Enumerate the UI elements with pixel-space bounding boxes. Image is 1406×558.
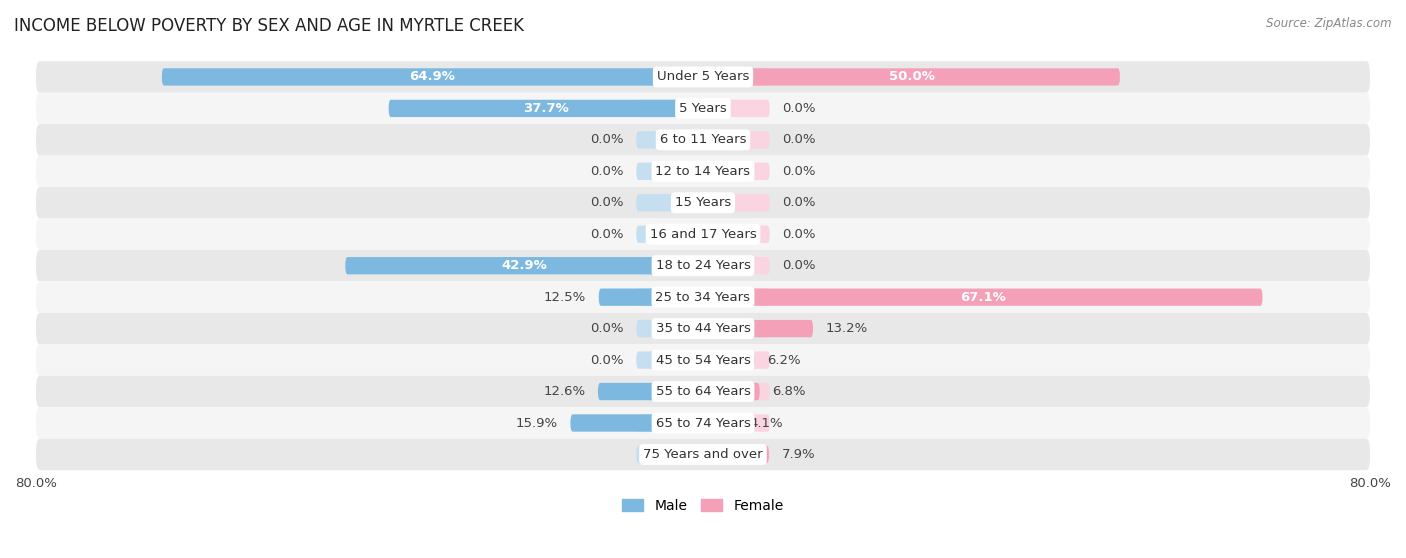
- Text: Source: ZipAtlas.com: Source: ZipAtlas.com: [1267, 17, 1392, 30]
- FancyBboxPatch shape: [37, 187, 1369, 219]
- FancyBboxPatch shape: [346, 257, 703, 275]
- FancyBboxPatch shape: [703, 257, 769, 275]
- FancyBboxPatch shape: [37, 313, 1369, 344]
- FancyBboxPatch shape: [695, 446, 703, 463]
- Text: 0.0%: 0.0%: [782, 228, 815, 240]
- FancyBboxPatch shape: [37, 124, 1369, 156]
- Text: 50.0%: 50.0%: [889, 70, 935, 84]
- Text: 0.0%: 0.0%: [591, 196, 624, 209]
- FancyBboxPatch shape: [37, 439, 1369, 470]
- Text: 0.0%: 0.0%: [591, 228, 624, 240]
- Text: 12.6%: 12.6%: [543, 385, 585, 398]
- FancyBboxPatch shape: [637, 446, 703, 463]
- Text: 16 and 17 Years: 16 and 17 Years: [650, 228, 756, 240]
- FancyBboxPatch shape: [703, 194, 769, 211]
- FancyBboxPatch shape: [637, 383, 703, 400]
- FancyBboxPatch shape: [637, 68, 703, 85]
- Text: 0.0%: 0.0%: [591, 322, 624, 335]
- Text: 15.9%: 15.9%: [516, 416, 558, 430]
- Text: 67.1%: 67.1%: [960, 291, 1005, 304]
- FancyBboxPatch shape: [637, 320, 703, 337]
- Text: 0.0%: 0.0%: [591, 165, 624, 178]
- FancyBboxPatch shape: [637, 194, 703, 211]
- FancyBboxPatch shape: [37, 219, 1369, 250]
- FancyBboxPatch shape: [599, 288, 703, 306]
- Text: 37.7%: 37.7%: [523, 102, 568, 115]
- FancyBboxPatch shape: [637, 415, 703, 432]
- FancyBboxPatch shape: [703, 320, 769, 337]
- FancyBboxPatch shape: [703, 383, 769, 400]
- Text: 0.0%: 0.0%: [591, 133, 624, 146]
- Text: 0.0%: 0.0%: [782, 165, 815, 178]
- Text: 6.8%: 6.8%: [772, 385, 806, 398]
- FancyBboxPatch shape: [37, 93, 1369, 124]
- Text: 25 to 34 Years: 25 to 34 Years: [655, 291, 751, 304]
- Text: 1.0%: 1.0%: [648, 448, 682, 461]
- FancyBboxPatch shape: [37, 407, 1369, 439]
- FancyBboxPatch shape: [598, 383, 703, 400]
- Text: INCOME BELOW POVERTY BY SEX AND AGE IN MYRTLE CREEK: INCOME BELOW POVERTY BY SEX AND AGE IN M…: [14, 17, 524, 35]
- Text: 35 to 44 Years: 35 to 44 Years: [655, 322, 751, 335]
- FancyBboxPatch shape: [637, 163, 703, 180]
- Text: 7.9%: 7.9%: [782, 448, 815, 461]
- FancyBboxPatch shape: [37, 281, 1369, 313]
- FancyBboxPatch shape: [37, 156, 1369, 187]
- FancyBboxPatch shape: [637, 225, 703, 243]
- FancyBboxPatch shape: [703, 163, 769, 180]
- FancyBboxPatch shape: [37, 376, 1369, 407]
- Text: 6.2%: 6.2%: [768, 354, 801, 367]
- FancyBboxPatch shape: [571, 415, 703, 432]
- FancyBboxPatch shape: [703, 68, 1121, 85]
- Text: 18 to 24 Years: 18 to 24 Years: [655, 259, 751, 272]
- FancyBboxPatch shape: [703, 383, 759, 400]
- FancyBboxPatch shape: [703, 352, 769, 369]
- Text: 15 Years: 15 Years: [675, 196, 731, 209]
- FancyBboxPatch shape: [637, 131, 703, 148]
- Text: 5 Years: 5 Years: [679, 102, 727, 115]
- FancyBboxPatch shape: [637, 288, 703, 306]
- FancyBboxPatch shape: [162, 68, 703, 85]
- Text: 0.0%: 0.0%: [782, 259, 815, 272]
- FancyBboxPatch shape: [703, 288, 1263, 306]
- FancyBboxPatch shape: [637, 352, 703, 369]
- Text: 4.1%: 4.1%: [749, 416, 783, 430]
- FancyBboxPatch shape: [703, 320, 813, 337]
- Text: 0.0%: 0.0%: [782, 133, 815, 146]
- FancyBboxPatch shape: [703, 68, 769, 85]
- FancyBboxPatch shape: [703, 352, 755, 369]
- FancyBboxPatch shape: [37, 61, 1369, 93]
- FancyBboxPatch shape: [703, 288, 769, 306]
- FancyBboxPatch shape: [637, 100, 703, 117]
- Text: 0.0%: 0.0%: [782, 102, 815, 115]
- Legend: Male, Female: Male, Female: [617, 493, 789, 518]
- Text: Under 5 Years: Under 5 Years: [657, 70, 749, 84]
- Text: 0.0%: 0.0%: [591, 354, 624, 367]
- FancyBboxPatch shape: [37, 250, 1369, 281]
- Text: 0.0%: 0.0%: [782, 196, 815, 209]
- Text: 64.9%: 64.9%: [409, 70, 456, 84]
- Text: 75 Years and over: 75 Years and over: [643, 448, 763, 461]
- FancyBboxPatch shape: [637, 257, 703, 275]
- FancyBboxPatch shape: [703, 100, 769, 117]
- FancyBboxPatch shape: [703, 446, 769, 463]
- FancyBboxPatch shape: [703, 446, 769, 463]
- Text: 55 to 64 Years: 55 to 64 Years: [655, 385, 751, 398]
- Text: 65 to 74 Years: 65 to 74 Years: [655, 416, 751, 430]
- FancyBboxPatch shape: [703, 415, 737, 432]
- Text: 12.5%: 12.5%: [544, 291, 586, 304]
- FancyBboxPatch shape: [388, 100, 703, 117]
- FancyBboxPatch shape: [37, 344, 1369, 376]
- Text: 12 to 14 Years: 12 to 14 Years: [655, 165, 751, 178]
- FancyBboxPatch shape: [703, 415, 769, 432]
- Text: 13.2%: 13.2%: [825, 322, 868, 335]
- FancyBboxPatch shape: [703, 131, 769, 148]
- Text: 6 to 11 Years: 6 to 11 Years: [659, 133, 747, 146]
- Text: 42.9%: 42.9%: [502, 259, 547, 272]
- Text: 45 to 54 Years: 45 to 54 Years: [655, 354, 751, 367]
- FancyBboxPatch shape: [703, 225, 769, 243]
